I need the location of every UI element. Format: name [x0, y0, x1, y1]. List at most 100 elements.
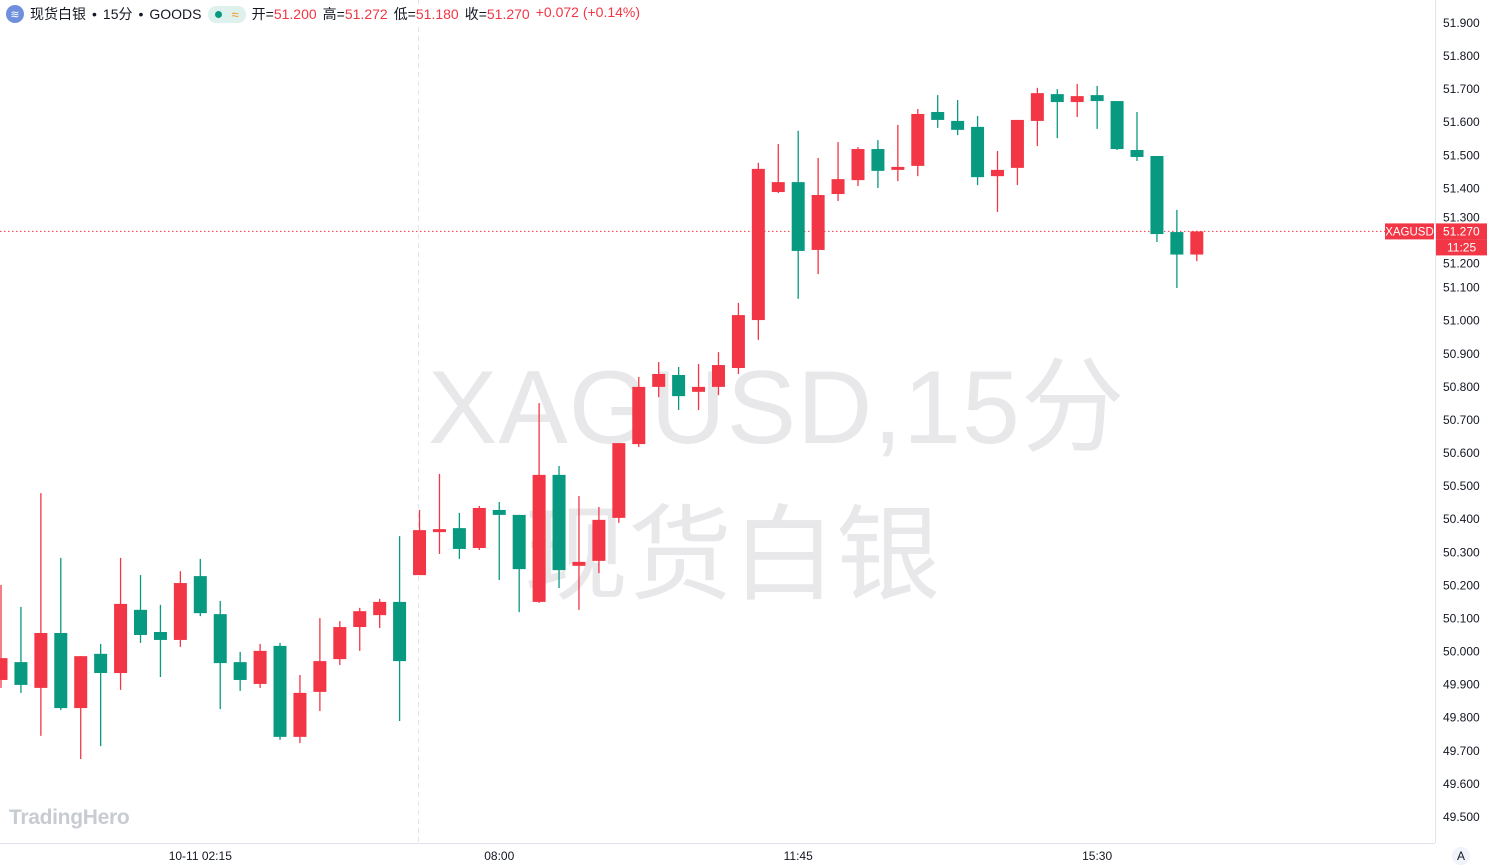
- candle: [393, 536, 407, 721]
- candle: [273, 642, 287, 740]
- symbol-price-tag: [1385, 223, 1434, 240]
- symbol-name[interactable]: 现货白银: [30, 6, 86, 22]
- candle: [1090, 85, 1104, 129]
- candle-body: [293, 692, 307, 737]
- candle: [373, 598, 387, 629]
- symbol-logo-icon: ≋: [6, 5, 24, 23]
- y-tick-label: 50.400: [1443, 512, 1480, 526]
- candle: [54, 557, 68, 711]
- candle-body: [771, 182, 785, 193]
- candle: [831, 142, 845, 201]
- candle-body: [612, 443, 626, 518]
- candle: [74, 656, 88, 760]
- green-dot-icon: [214, 10, 222, 18]
- candle-body: [1170, 232, 1184, 255]
- candle-body: [393, 601, 407, 662]
- candle-body: [193, 576, 207, 614]
- candle: [632, 376, 646, 448]
- y-tick-label: 51.000: [1443, 314, 1480, 328]
- candle-body: [333, 627, 347, 660]
- candle: [153, 604, 167, 677]
- high-label: 高=: [322, 6, 345, 22]
- last-price-tag: [1436, 223, 1487, 240]
- candle: [313, 618, 327, 712]
- interval[interactable]: 15分: [102, 6, 133, 22]
- candle: [1070, 83, 1084, 117]
- candle: [592, 506, 606, 574]
- candle-body: [313, 661, 327, 692]
- y-tick-label: 51.900: [1443, 16, 1480, 30]
- y-tick-label: 50.700: [1443, 413, 1480, 427]
- y-tick-label: 49.900: [1443, 678, 1480, 692]
- candle-body: [911, 113, 925, 166]
- x-tick-label: 10-11 02:15: [169, 849, 232, 863]
- high-value: 51.272: [344, 6, 388, 22]
- candle: [432, 473, 446, 554]
- y-tick-label: 50.900: [1443, 347, 1480, 361]
- candle-body: [413, 530, 427, 576]
- candle-body: [512, 514, 526, 570]
- candle-body: [532, 474, 546, 602]
- candle: [114, 557, 128, 690]
- candle-body: [452, 528, 466, 549]
- candle: [492, 501, 506, 581]
- y-tick-label: 50.000: [1443, 645, 1480, 659]
- candle: [472, 505, 486, 550]
- candle-body: [213, 614, 227, 664]
- y-tick-label: 51.100: [1443, 281, 1480, 295]
- candle: [94, 643, 108, 747]
- candle-body: [353, 611, 367, 628]
- y-tick-label: 49.500: [1443, 810, 1480, 824]
- candle-body: [1090, 95, 1104, 102]
- candle: [1030, 87, 1044, 147]
- candle-body: [472, 507, 486, 548]
- candle-body: [94, 653, 108, 674]
- y-tick-label: 50.300: [1443, 545, 1480, 559]
- candle-body: [432, 529, 446, 533]
- y-tick-label: 51.200: [1443, 256, 1480, 270]
- candle-body: [1130, 150, 1144, 157]
- close-value: 51.270: [486, 6, 530, 22]
- candle: [333, 621, 347, 666]
- market-status-pill[interactable]: ≈: [207, 5, 246, 23]
- candle: [173, 571, 187, 647]
- countdown-text: 11:25: [1447, 240, 1476, 254]
- candle: [1150, 155, 1164, 242]
- y-tick-label: 51.400: [1443, 181, 1480, 195]
- candle-body: [951, 120, 965, 130]
- y-tick-label: 50.200: [1443, 578, 1480, 592]
- brand-logo: TradingHero: [9, 806, 130, 829]
- candle: [134, 575, 148, 643]
- y-tick-label: 50.800: [1443, 380, 1480, 394]
- candle-body: [831, 179, 845, 195]
- candle-body: [971, 126, 985, 178]
- low-label: 低=: [393, 6, 416, 22]
- close-label: 收=: [464, 6, 487, 22]
- candle-body: [751, 168, 765, 321]
- candle-body: [1010, 119, 1024, 168]
- candle: [751, 162, 765, 340]
- candle: [731, 302, 745, 374]
- y-tick-label: 50.500: [1443, 479, 1480, 493]
- y-tick-label: 49.800: [1443, 711, 1480, 725]
- candle-body: [652, 373, 666, 387]
- candle: [34, 493, 48, 736]
- candle: [452, 512, 466, 559]
- separator: •: [138, 6, 144, 22]
- x-tick-label: 11:45: [784, 849, 813, 863]
- candle: [811, 157, 825, 275]
- separator: •: [92, 6, 97, 22]
- candle-body: [492, 509, 506, 515]
- candle: [1190, 230, 1204, 262]
- y-tick-label: 50.600: [1443, 446, 1480, 460]
- open-value: 51.200: [273, 6, 317, 22]
- candle: [1130, 111, 1144, 161]
- candle-body: [552, 474, 566, 571]
- ohlc-values: 开=51.200 高=51.272 低=51.180 收=51.270 +0.0…: [252, 4, 640, 24]
- auto-scale-button[interactable]: A: [1452, 847, 1470, 865]
- candle: [1050, 89, 1064, 139]
- candle: [1110, 101, 1124, 151]
- candle: [293, 675, 307, 744]
- candle-body: [54, 632, 68, 709]
